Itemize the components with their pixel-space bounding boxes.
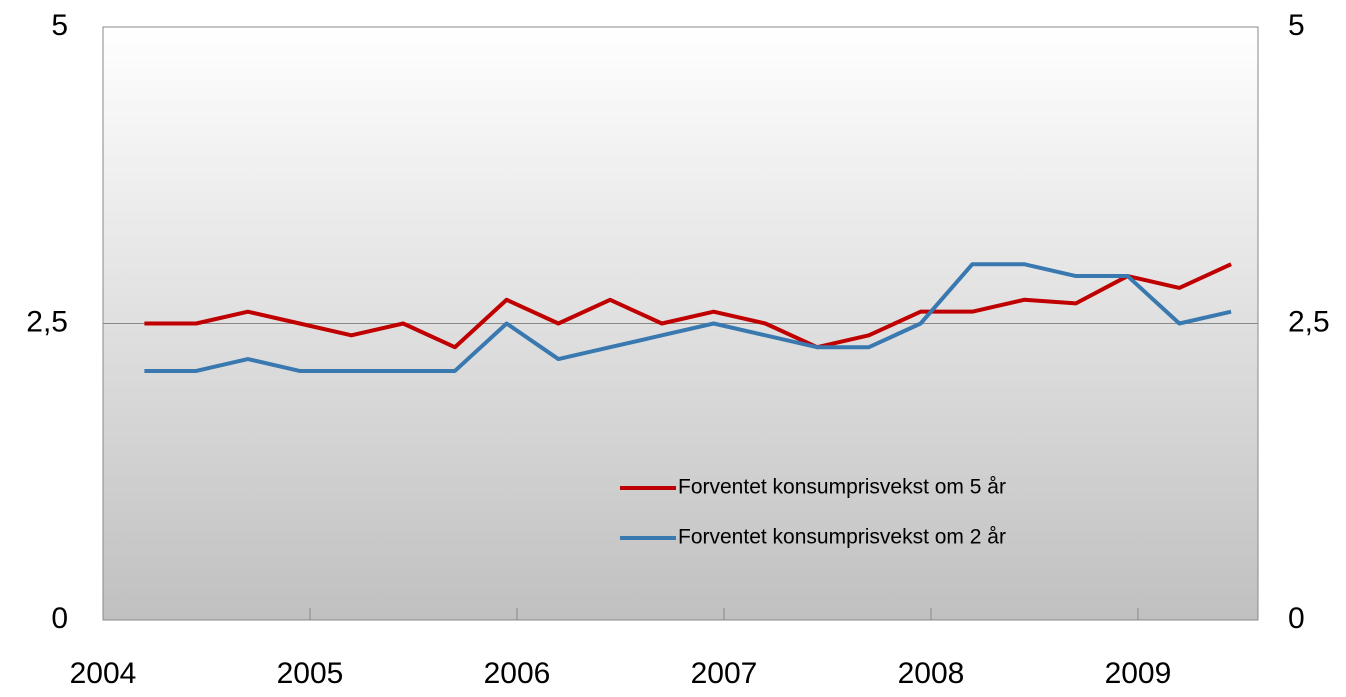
y-tick-label: 2,5 [26, 305, 68, 338]
data-line [144, 262, 1232, 373]
x-tick-label: 2007 [691, 657, 758, 690]
y-tick-label: 0 [51, 602, 68, 635]
data-line [144, 262, 1232, 350]
y2-tick-label: 0 [1288, 602, 1305, 635]
y2-tick-label: 5 [1288, 9, 1305, 42]
x-tick-label: 2008 [898, 657, 965, 690]
x-tick-label: 2009 [1105, 657, 1172, 690]
y2-tick-label: 2,5 [1288, 305, 1330, 338]
legend-label: Forventet konsumprisvekst om 5 år [678, 476, 1006, 499]
x-tick-label: 2004 [70, 657, 137, 690]
x-tick-label: 2005 [277, 657, 344, 690]
legend-label: Forventet konsumprisvekst om 2 år [678, 526, 1006, 549]
x-tick-label: 2006 [484, 657, 551, 690]
y-tick-label: 5 [51, 9, 68, 42]
